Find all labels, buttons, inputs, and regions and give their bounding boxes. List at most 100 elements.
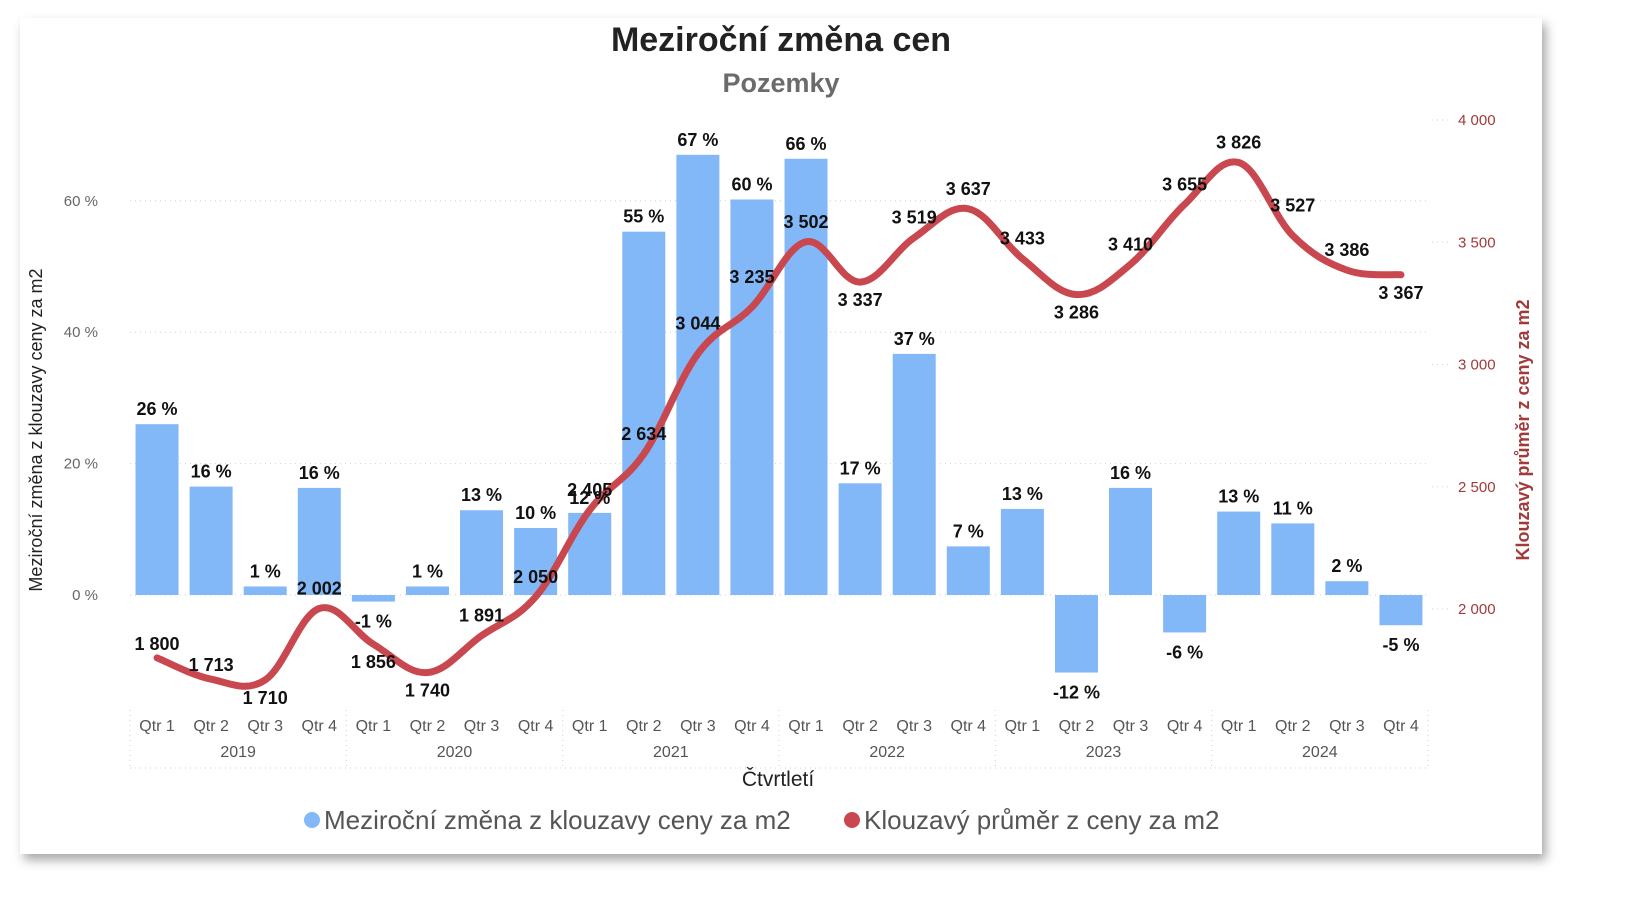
- bar: [351, 595, 395, 602]
- x-tick-label: Qtr 3: [1113, 718, 1149, 735]
- y-left-tick-label: 60 %: [64, 193, 98, 210]
- line-data-label: 3 286: [1054, 303, 1099, 323]
- y-left-tick-label: 0 %: [72, 587, 98, 604]
- x-tick-label: Qtr 2: [193, 718, 229, 735]
- bar-data-label: 66 %: [786, 134, 827, 154]
- axes: 0 % 20 % 40 % 60 % 2 000 2 500 3 000 3 500 4 000…: [64, 112, 1496, 769]
- bar-data-label: 16 %: [191, 462, 232, 482]
- bar: [568, 512, 612, 595]
- chart-card: Meziroční změna cen Pozemky 26 % 16 % 1 % 1…: [20, 18, 1542, 854]
- x-tick-label: Qtr 1: [572, 718, 608, 735]
- line-data-label: 3 826: [1216, 133, 1261, 153]
- bar: [784, 158, 828, 595]
- y-right-tick-label: 3 500: [1458, 234, 1496, 251]
- legend-line-label[interactable]: Klouzavý průměr z ceny za m2: [864, 805, 1219, 835]
- line-data-label: 3 433: [1000, 229, 1045, 249]
- x-tick-label: Qtr 4: [302, 718, 338, 735]
- x-year-label: 2019: [220, 744, 256, 761]
- line-data-label: 3 502: [784, 212, 829, 232]
- bar-data-label: -12 %: [1053, 683, 1100, 703]
- bar: [1000, 508, 1044, 595]
- line-data-label: 1 800: [135, 634, 180, 654]
- bar: [243, 586, 287, 595]
- x-tick-label: Qtr 3: [464, 718, 500, 735]
- x-tick-label: Qtr 4: [1383, 718, 1419, 735]
- y-axis-right-label: Klouzavý průměr z ceny za m2: [1513, 299, 1533, 560]
- bar: [297, 487, 341, 595]
- bar-data-label: 13 %: [1002, 484, 1043, 504]
- bar-data-label: 1 %: [250, 561, 281, 581]
- chart-subtitle: Pozemky: [722, 68, 839, 98]
- bar-data-label: 12 %: [569, 488, 610, 508]
- bar: [135, 424, 179, 595]
- line-data-label: 3 527: [1270, 196, 1315, 216]
- bar-data-label: 1 %: [412, 561, 443, 581]
- bar-data-label: 13 %: [1218, 487, 1259, 507]
- bar: [1271, 523, 1315, 595]
- bar-data-label: 37 %: [894, 329, 935, 349]
- x-tick-label: Qtr 4: [1167, 718, 1203, 735]
- combo-chart: Meziroční změna cen Pozemky 26 % 16 % 1 % 1…: [26, 21, 1533, 835]
- bar: [622, 231, 666, 595]
- bar: [1109, 487, 1153, 595]
- x-tick-label: Qtr 2: [1059, 718, 1095, 735]
- x-tick-label: Qtr 2: [1275, 718, 1311, 735]
- y-right-tick-label: 3 000: [1458, 357, 1496, 374]
- x-tick-label: Qtr 4: [734, 718, 770, 735]
- line-data-label: 2 050: [513, 567, 558, 587]
- line-data-label: 2 634: [621, 424, 666, 444]
- bar: [189, 486, 233, 595]
- x-tick-label: Qtr 1: [1221, 718, 1257, 735]
- bar-data-label: -1 %: [355, 612, 392, 632]
- line-data-label: 3 337: [838, 290, 883, 310]
- line-data-label: 1 856: [351, 652, 396, 672]
- x-tick-label: Qtr 3: [680, 718, 716, 735]
- legend-bar-marker: [304, 812, 320, 828]
- bar-data-label: 55 %: [623, 207, 664, 227]
- bar: [460, 510, 504, 595]
- line-data-label: 1 891: [459, 606, 504, 626]
- data-labels: 26 % 16 % 1 % 16 % -1 % 1 % 13 % 10 % 12 % 55 % 67…: [135, 130, 1424, 708]
- x-year-label: 2021: [653, 744, 689, 761]
- x-tick-label: Qtr 1: [139, 718, 175, 735]
- line-series: [153, 158, 1405, 690]
- line-data-label: 3 519: [892, 208, 937, 228]
- x-axis-label: Čtvrtletí: [742, 768, 815, 791]
- x-tick-label: Qtr 3: [1329, 718, 1365, 735]
- y-left-tick-label: 20 %: [64, 456, 98, 473]
- x-tick-label: Qtr 4: [951, 718, 987, 735]
- y-axis-left-label: Meziroční změna z klouzavy ceny za m2: [26, 268, 46, 591]
- bar: [514, 527, 558, 595]
- x-year-label: 2024: [1302, 744, 1338, 761]
- bar: [730, 199, 774, 595]
- x-tick-label: Qtr 2: [626, 718, 662, 735]
- bar-data-label: 60 %: [731, 174, 772, 194]
- bar-data-label: 7 %: [953, 521, 984, 541]
- x-year-label: 2020: [437, 744, 473, 761]
- line-data-label: 3 386: [1324, 240, 1369, 260]
- chart-title: Meziroční změna cen: [611, 21, 951, 59]
- bar-data-label: 11 %: [1273, 498, 1313, 518]
- line-data-label: 3 367: [1378, 283, 1423, 303]
- legend-bar-label[interactable]: Meziroční změna z klouzavy ceny za m2: [324, 805, 791, 835]
- line-data-label: 3 044: [675, 314, 720, 334]
- bar-data-label: -5 %: [1382, 635, 1419, 655]
- line-data-label: 1 713: [189, 655, 234, 675]
- line-data-label: 2 405: [567, 480, 612, 500]
- x-tick-label: Qtr 3: [247, 718, 283, 735]
- x-year-label: 2023: [1086, 744, 1122, 761]
- bar-data-label: 10 %: [515, 503, 556, 523]
- x-tick-label: Qtr 2: [842, 718, 878, 735]
- bar-data-label: -6 %: [1166, 642, 1203, 662]
- line-data-label: 3 637: [946, 179, 991, 199]
- bar-data-label: 2 %: [1331, 556, 1362, 576]
- bar-data-label: 26 %: [137, 399, 178, 419]
- bar: [1217, 511, 1261, 595]
- y-right-tick-label: 4 000: [1458, 112, 1496, 129]
- line-data-label: 1 710: [243, 688, 288, 708]
- x-tick-label: Qtr 3: [896, 718, 932, 735]
- bar: [838, 483, 882, 595]
- x-tick-label: Qtr 2: [410, 718, 446, 735]
- line-path: [153, 158, 1405, 690]
- bar-data-label: 13 %: [461, 485, 502, 505]
